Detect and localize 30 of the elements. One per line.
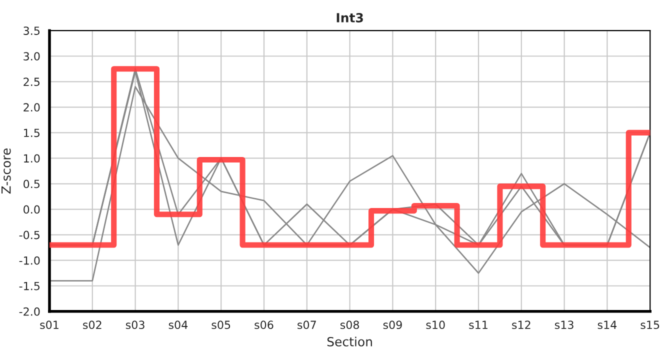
- x-tick-label: s11: [469, 320, 488, 330]
- y-tick-label: 0.5: [24, 180, 40, 188]
- x-tick-label: s04: [168, 320, 188, 330]
- y-tick-label: 2.5: [24, 78, 40, 86]
- x-tick-label: s06: [254, 320, 274, 330]
- y-tick-label: 3.0: [24, 52, 40, 61]
- x-tick-label: s14: [598, 320, 617, 330]
- y-tick-label: -0.5: [19, 230, 40, 240]
- x-tick-label: s03: [126, 320, 144, 330]
- y-tick-label: 3.5: [24, 26, 40, 35]
- x-tick-label: s01: [40, 320, 58, 330]
- y-tick-label: 1.0: [24, 154, 40, 163]
- x-tick-label: s09: [383, 320, 402, 330]
- x-tick-label: s02: [83, 320, 102, 330]
- y-tick-label: 1.5: [24, 128, 40, 138]
- y-tick-label: -1.5: [19, 282, 40, 290]
- y-tick-label: -2.0: [19, 307, 40, 316]
- y-tick-label: 2.0: [24, 103, 40, 112]
- x-tick-label: s10: [426, 320, 445, 330]
- x-tick-label: s15: [640, 320, 660, 330]
- y-axis-title: Z-score: [2, 148, 11, 194]
- x-tick-label: s07: [298, 320, 316, 330]
- x-tick-label: s13: [554, 320, 574, 330]
- chart-title: Int3: [336, 12, 363, 22]
- x-tick-label: s12: [512, 320, 530, 330]
- y-tick-label: -1.0: [19, 256, 40, 265]
- x-axis-title: Section: [327, 336, 372, 346]
- x-tick-label: s08: [340, 320, 360, 330]
- x-tick-label: s05: [212, 320, 230, 330]
- y-tick-label: 0.0: [24, 205, 40, 214]
